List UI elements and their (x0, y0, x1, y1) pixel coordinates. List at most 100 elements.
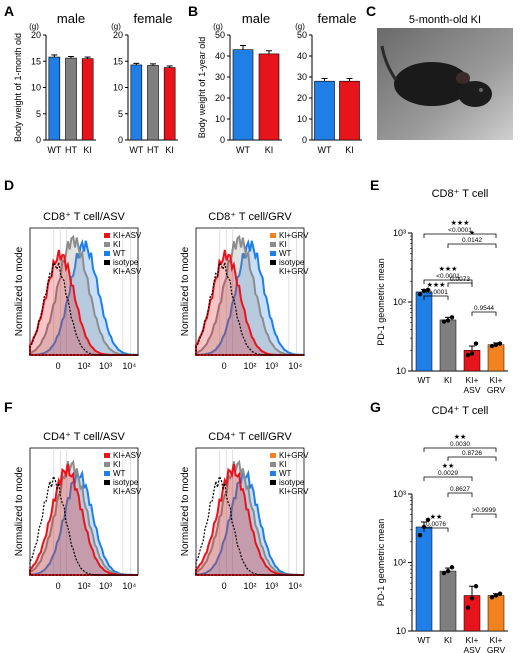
y-tick-label: 20 (215, 93, 225, 103)
legend-swatch (104, 251, 110, 256)
data-point (445, 318, 451, 323)
x-tick-label: KI+ (490, 635, 503, 645)
data-point (445, 568, 451, 574)
data-point (417, 533, 423, 538)
flow-title: CD8⁺ T cell/GRV (208, 211, 292, 223)
histogram-isotype (195, 261, 304, 356)
data-point (473, 341, 479, 346)
y-unit-label: (g) (213, 22, 223, 31)
legend-swatch (104, 242, 110, 247)
x-tick-label: KI (265, 145, 274, 155)
x-tick-label: 10³ (99, 581, 112, 591)
x-tick-label: GRV (487, 385, 506, 395)
data-point (441, 319, 447, 324)
y-tick-label: 20 (31, 30, 41, 40)
significance-stars: ★★★ (427, 281, 446, 289)
x-tick-label: ASV (463, 645, 480, 653)
p-value-label: 0.9544 (474, 305, 494, 312)
data-point (469, 596, 475, 601)
legend-label: WT (113, 469, 126, 478)
bar-1 (439, 319, 457, 372)
legend-swatch (270, 453, 276, 458)
histogram-wt (195, 238, 305, 356)
legend-label: KI+ASV (113, 231, 142, 240)
significance-stars: ★★ (442, 462, 455, 470)
x-tick-label: WT (417, 635, 430, 645)
photo-caption: 5-month-old KI (409, 14, 481, 26)
comparison-bracket (423, 476, 473, 481)
panel-label-e: E (370, 177, 379, 193)
y-tick-label: 10³ (393, 489, 406, 499)
y-tick-label: 0 (220, 135, 225, 145)
chart-title: female (133, 11, 172, 26)
x-tick-label: KI (83, 145, 92, 155)
legend-swatch (270, 462, 276, 467)
y-tick-label: 0 (36, 135, 41, 145)
y-tick-label: 0 (302, 135, 307, 145)
y-tick-label: 10 (396, 626, 406, 636)
data-point (421, 288, 427, 294)
data-point (449, 565, 455, 570)
y-tick-label: 10³ (393, 228, 406, 238)
y-axis-label: Normalized to mode (180, 246, 191, 336)
bar-chart-g: 10 10² 10³ CD4⁺ T cell PD-1 geometric mean WT… (376, 405, 508, 653)
y-tick-label: 5 (118, 109, 123, 119)
chart-title: CD8⁺ T cell (432, 188, 489, 200)
legend-label: KI+GRV (279, 451, 309, 460)
legend-label: WT (279, 469, 292, 478)
y-tick-label: 10 (31, 83, 41, 93)
bar-0 (415, 526, 433, 632)
p-value-label: 0.0076 (426, 521, 446, 528)
flow-histogram-f-asv: CD4⁺ T cell/ASV Normalized to mode 0 10² 10³… (14, 431, 142, 591)
bar-wt (48, 56, 61, 141)
mouse-eye (479, 88, 483, 92)
comparison-bracket (447, 456, 497, 461)
legend-swatch (270, 233, 276, 238)
p-value-label: 0.8627 (450, 486, 470, 493)
p-value-label: 0.0073 (450, 276, 470, 283)
comparison-bracket (423, 527, 449, 532)
y-axis-label: Normalized to mode (14, 246, 25, 336)
p-value-label: 0.0030 (450, 441, 470, 448)
y-tick-label: 40 (297, 51, 307, 61)
y-axis-label: Normalized to mode (180, 466, 191, 556)
data-point (497, 341, 503, 346)
flow-title: CD4⁺ T cell/ASV (43, 431, 125, 443)
x-tick-label: 10² (77, 361, 90, 371)
y-axis-label: Body weight of 1-year old (197, 37, 207, 139)
legend-label: WT (279, 249, 292, 258)
y-tick-label: 50 (297, 30, 307, 40)
legend-label: KI (279, 240, 287, 249)
data-point (489, 343, 495, 349)
comparison-bracket (423, 295, 449, 300)
panel-label-f: F (4, 399, 13, 415)
x-tick-label: 10³ (265, 361, 278, 371)
mouse-head (458, 81, 492, 107)
data-point (469, 351, 475, 356)
legend-swatch (270, 471, 276, 476)
legend-label: isotype (279, 258, 305, 267)
y-axis-label: PD-1 geometric mean (376, 519, 386, 607)
legend-label: isotype (113, 478, 139, 487)
p-value-label: <0.0001 (424, 289, 448, 296)
legend-label: KI+ASV (113, 487, 142, 496)
legend-label: isotype (279, 478, 305, 487)
x-tick-label: 0 (222, 361, 227, 371)
data-point (473, 584, 479, 589)
legend-label: KI+GRV (279, 267, 309, 276)
p-value-label: >0.9999 (472, 507, 496, 514)
bar-1 (439, 570, 457, 632)
y-tick-label: 50 (215, 30, 225, 40)
legend-label: KI (279, 460, 287, 469)
x-tick-label: 0 (56, 361, 61, 371)
x-tick-label: 10⁴ (122, 361, 136, 371)
data-point (493, 342, 499, 347)
x-tick-label: KI (444, 635, 452, 645)
bar-ki (163, 67, 176, 141)
chart-title: male (242, 11, 270, 26)
x-tick-label: KI (345, 145, 354, 155)
comparison-bracket (447, 492, 473, 497)
bar-ki (81, 58, 94, 141)
histogram-isotype (195, 474, 304, 576)
legend-label: KI+ASV (113, 451, 142, 460)
